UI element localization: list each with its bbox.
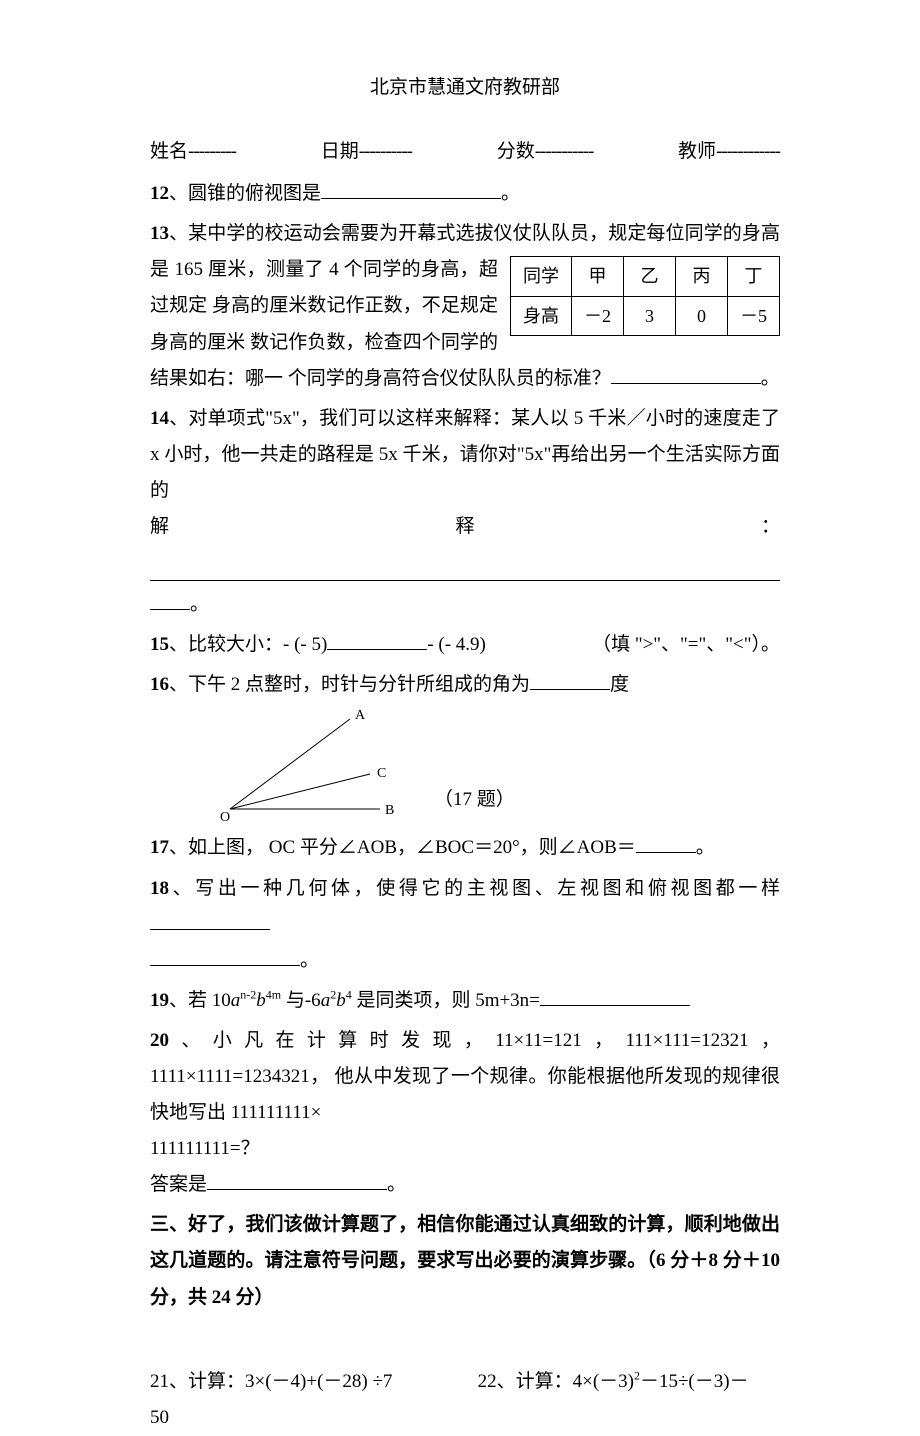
label-B: B — [385, 803, 394, 818]
date-field: 日期---------- — [321, 134, 412, 170]
question-17: 17、如上图， OC 平分∠AOB，∠BOC＝20°，则∠AOB＝。 — [150, 830, 780, 866]
question-20: 20、小凡在计算时发现，11×11=121，111×111=12321，1111… — [150, 1023, 780, 1203]
question-18: 18、写出一种几何体，使得它的主视图、左视图和俯视图都一样 。 — [150, 871, 780, 979]
q13-table-wrap: 同学 甲 乙 丙 丁 身高 －2 3 0 －5 — [510, 256, 780, 335]
diagram-caption: （17 题） — [434, 782, 515, 824]
form-row: 姓名--------- 日期---------- 分数----------- 教… — [150, 134, 780, 170]
section-3-heading: 三、好了，我们该做计算题了，相信你能通过认真细致的计算，顺利地做出这几道题的。请… — [150, 1207, 780, 1315]
question-12: 12、圆锥的俯视图是。 — [150, 176, 780, 212]
table-row: 身高 －2 3 0 －5 — [511, 296, 780, 335]
question-13: 13、某中学的校运动会需要为开幕式选拔仪仗队队员，规定每位同学的身高是 同学 甲… — [150, 216, 780, 396]
blank-input[interactable] — [150, 609, 190, 610]
question-22: 22、计算：4×(－3)2－15÷(－3)－ — [478, 1364, 780, 1400]
question-14: 14、对单项式"5x"，我们可以这样来解释：某人以 5 千米／小时的速度走了 x… — [150, 401, 780, 623]
question-16: 16、下午 2 点整时，时针与分针所组成的角为度 — [150, 667, 780, 703]
label-C: C — [377, 766, 386, 781]
table-row: 同学 甲 乙 丙 丁 — [511, 257, 780, 296]
name-field: 姓名--------- — [150, 134, 236, 170]
question-19: 19、若 10an-2b4m 与-6a2b4 是同类项，则 5m+3n= — [150, 983, 780, 1019]
teacher-field: 教师------------ — [678, 134, 780, 170]
blank-input[interactable] — [321, 198, 501, 199]
angle-svg: O A C B — [210, 709, 410, 824]
question-22-cont: 50 — [150, 1400, 780, 1436]
blank-input[interactable] — [150, 929, 270, 930]
question-15: 15、比较大小：- (- 5)- (- 4.9) （填 ">"、"="、"<"）… — [150, 627, 780, 663]
question-21: 21、计算：3×(－4)+(－28) ÷7 — [150, 1364, 452, 1400]
blank-input[interactable] — [150, 965, 300, 966]
page-header: 北京市慧通文府教研部 — [150, 70, 780, 106]
height-table: 同学 甲 乙 丙 丁 身高 －2 3 0 －5 — [510, 256, 780, 335]
header-title: 北京市慧通文府教研部 — [370, 77, 560, 98]
blank-input[interactable] — [207, 1189, 387, 1190]
calc-row: 21、计算：3×(－4)+(－28) ÷7 22、计算：4×(－3)2－15÷(… — [150, 1364, 780, 1400]
label-A: A — [355, 709, 366, 723]
blank-input[interactable] — [636, 852, 696, 853]
blank-input[interactable] — [540, 1005, 690, 1006]
label-O: O — [220, 810, 230, 824]
blank-input[interactable] — [530, 689, 610, 690]
q14-spread: 解 释 ： — [150, 509, 780, 545]
blank-input[interactable] — [150, 559, 780, 581]
blank-input[interactable] — [327, 649, 427, 650]
score-field: 分数----------- — [497, 134, 594, 170]
blank-input[interactable] — [611, 383, 761, 384]
angle-diagram: O A C B （17 题） — [210, 709, 780, 824]
